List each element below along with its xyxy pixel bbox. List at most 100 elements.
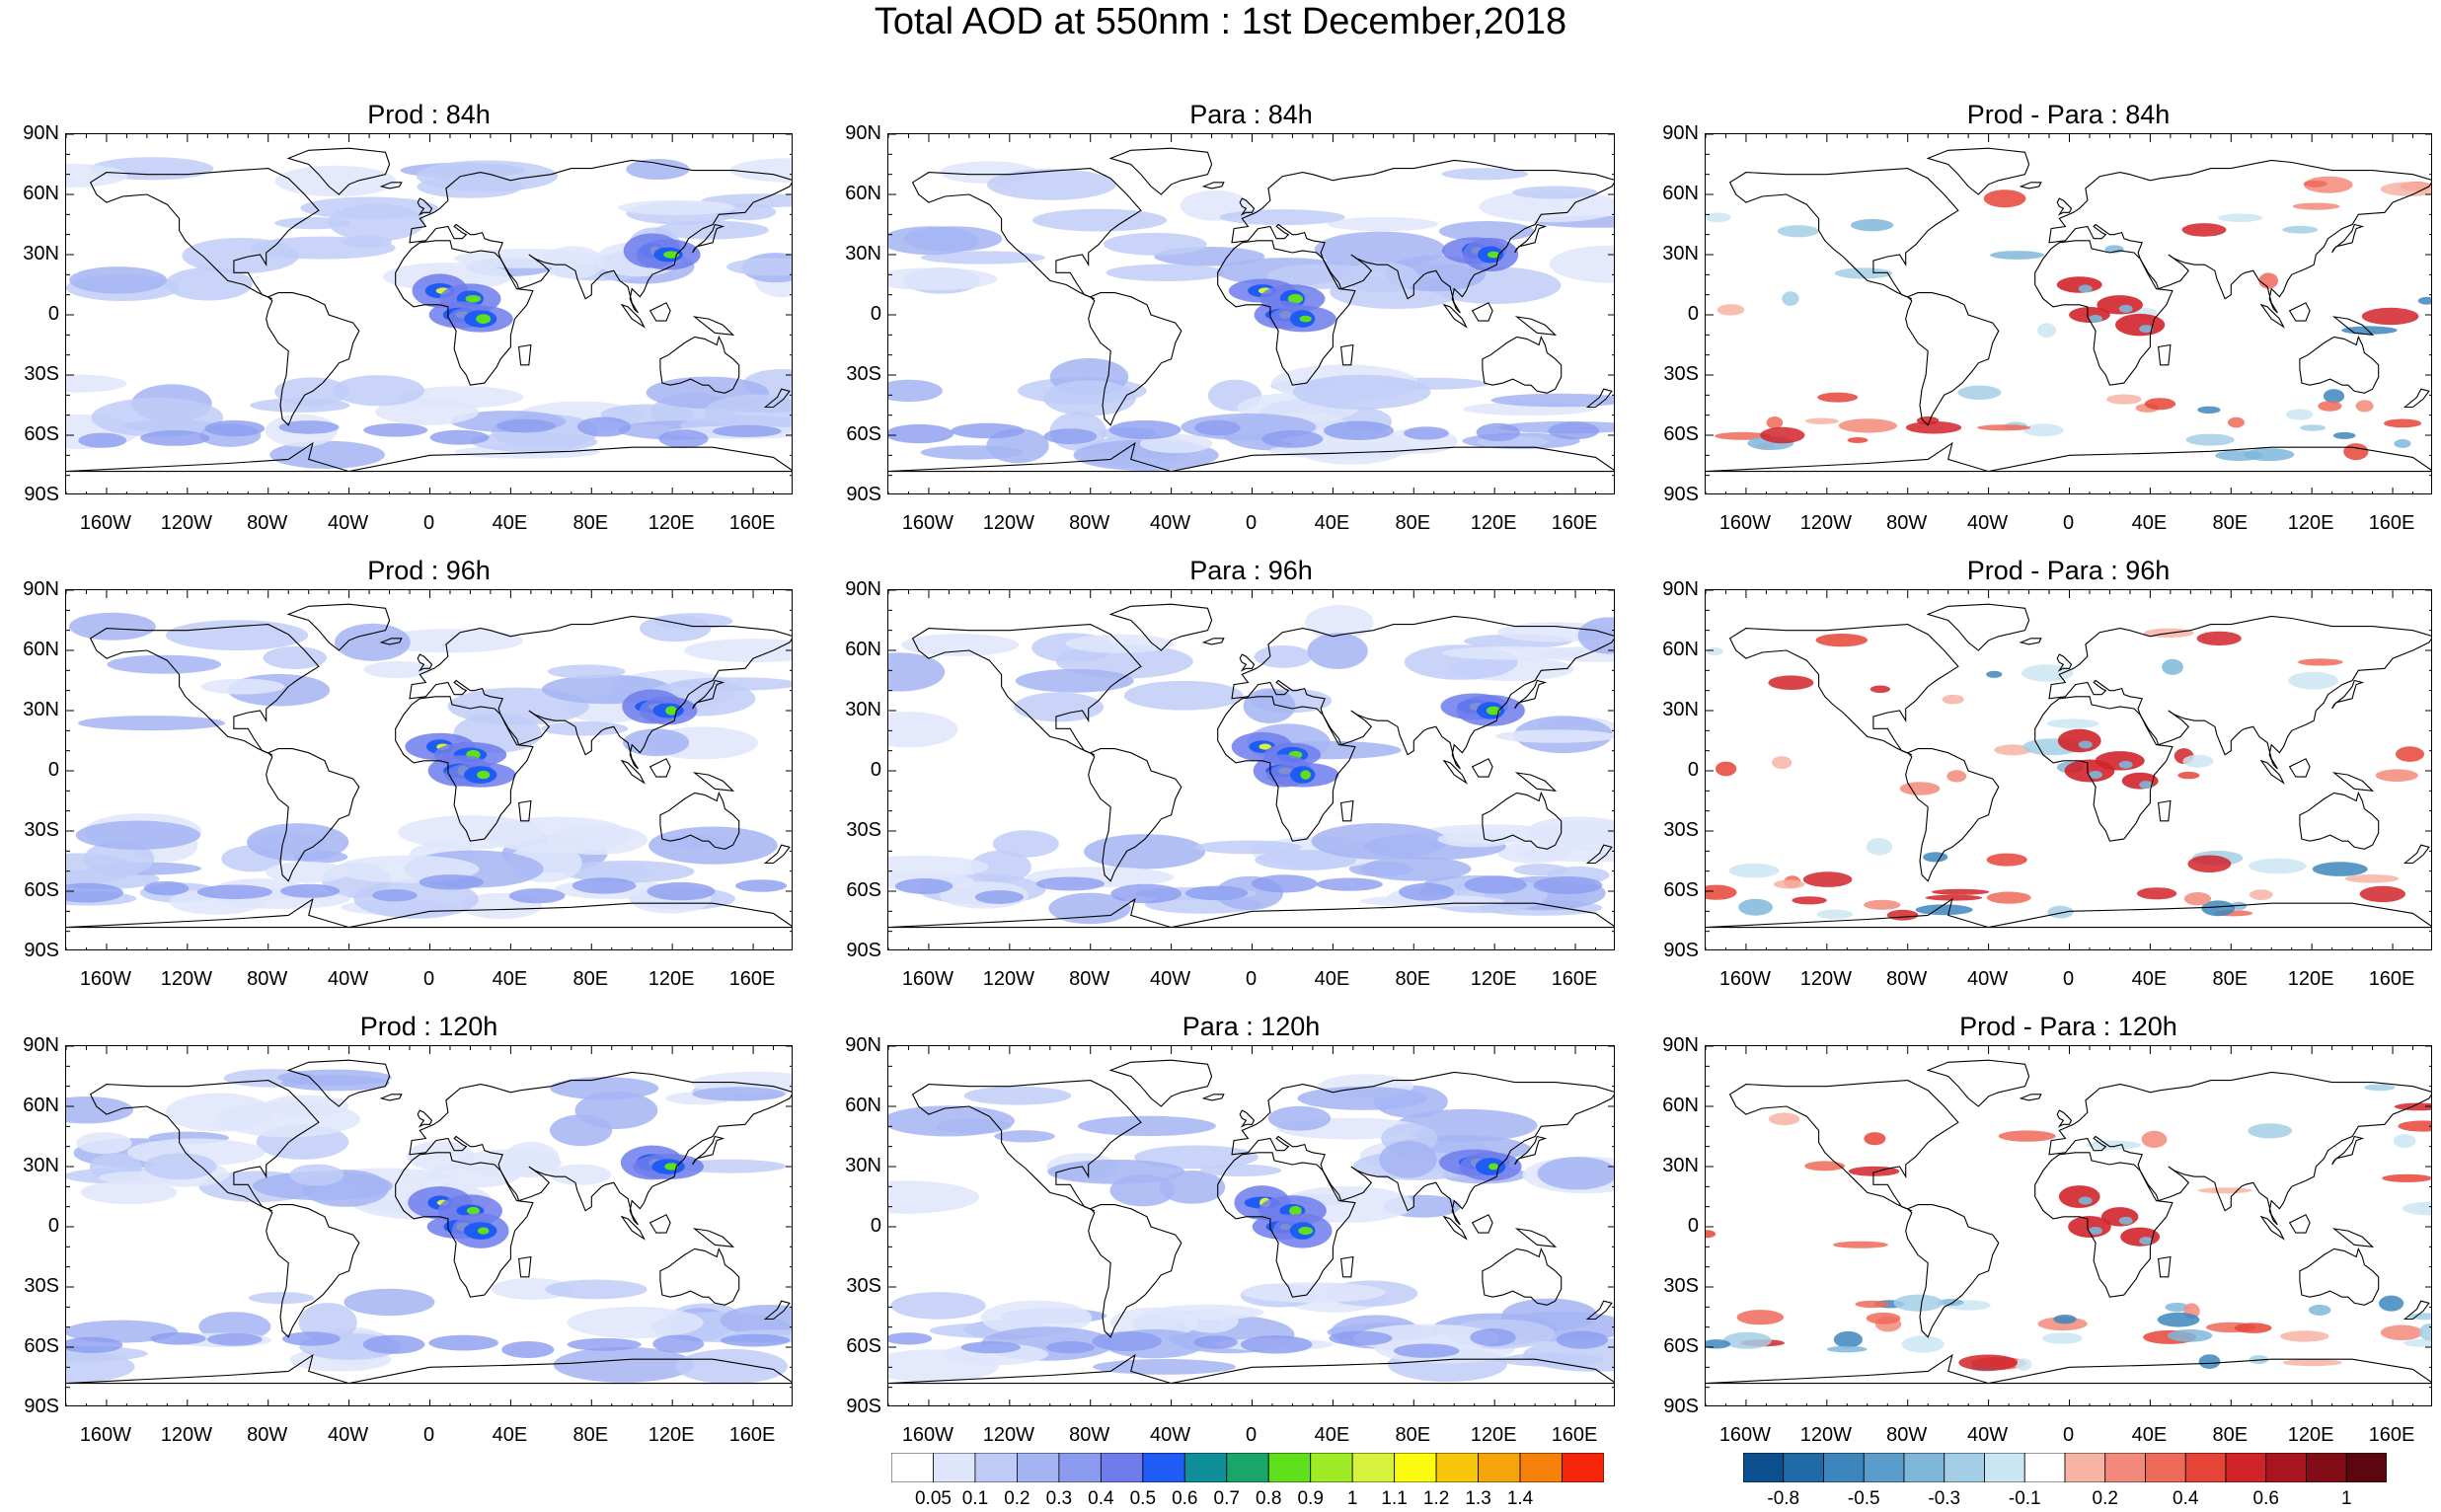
- positive-difference-patch: [1899, 782, 1941, 795]
- longitude-label: 160E: [2368, 968, 2415, 990]
- positive-difference-patch: [1916, 416, 1940, 425]
- coastline-12: [2157, 799, 2172, 822]
- coastline-7: [1514, 223, 1548, 254]
- panel-title: Prod : 96h: [367, 556, 491, 585]
- aod-patch: [980, 1300, 1093, 1336]
- aod-patch: [80, 1180, 178, 1205]
- negative-difference-patch: [2086, 1140, 2142, 1150]
- map-frame: [65, 1045, 793, 1406]
- positive-difference-patch: [2344, 874, 2400, 883]
- aod-patch: [263, 646, 327, 669]
- aod-swirl: [1324, 420, 1394, 440]
- negative-difference-patch: [1816, 909, 1854, 920]
- longitude-label: 0: [2062, 1424, 2075, 1446]
- positive-difference-patch: [1768, 675, 1814, 690]
- positive-difference-patch: [2197, 1187, 2252, 1194]
- colorbar-swatch: [1519, 1453, 1563, 1482]
- longitude-label: 120W: [1799, 512, 1852, 534]
- aod-swirl: [508, 888, 566, 904]
- latitude-label: 90N: [845, 1034, 881, 1056]
- longitude-label: 120W: [160, 968, 212, 990]
- aod-swirl: [1548, 421, 1600, 440]
- longitude-label: 80E: [1395, 1424, 1431, 1446]
- africa-difference-core: [2118, 1216, 2133, 1225]
- map-canvas: [66, 1046, 792, 1405]
- coastline-5: [1926, 603, 2030, 651]
- aod-patch: [1577, 617, 1614, 654]
- longitude-label: 160W: [901, 1424, 954, 1446]
- latitude-label: 90N: [1662, 122, 1699, 144]
- aod-swirl: [951, 422, 1025, 439]
- longitude-label: 40W: [1150, 512, 1191, 534]
- coastline-10: [1471, 758, 1493, 778]
- aod-swirl: [1110, 883, 1182, 904]
- coastline-2: [395, 696, 534, 842]
- coastline-13: [2019, 182, 2042, 189]
- longitude-label: 120E: [2287, 512, 2334, 534]
- aod-patch: [729, 158, 792, 183]
- coastline-13: [1201, 1094, 1225, 1101]
- map-panel: Prod : 84h 90N 60N 30N 0 30S 60S 90S 160W 120W 80W…: [0, 100, 812, 551]
- negative-difference-patch: [2162, 658, 2183, 675]
- aod-patch: [289, 1164, 344, 1186]
- aod-swirl: [658, 429, 709, 448]
- positive-difference-patch: [2136, 887, 2177, 900]
- latitude-label: 90S: [1663, 940, 1699, 961]
- aod-swirl: [1470, 1328, 1516, 1347]
- positive-difference-patch: [1998, 1130, 2056, 1142]
- coastline-11: [692, 772, 735, 793]
- coastline-0: [911, 168, 1142, 300]
- aod-swirl: [428, 1334, 499, 1351]
- coastline-1: [1088, 292, 1182, 426]
- coastline-3: [409, 159, 792, 314]
- latitude-label: 30N: [23, 699, 59, 720]
- colorbar-label: 1.3: [1465, 1488, 1491, 1509]
- latitude-label: 30N: [23, 1155, 59, 1176]
- longitude-label: 40W: [328, 1424, 369, 1446]
- longitude-label: 40W: [1967, 1424, 2009, 1446]
- positive-difference-patch: [2141, 1130, 2168, 1148]
- latitude-label: 90N: [1662, 578, 1699, 600]
- positive-difference-patch: [2298, 658, 2343, 666]
- positive-difference-patch: [1983, 189, 2026, 208]
- longitude-label: 80W: [1886, 512, 1928, 534]
- coastline-5: [1108, 603, 1213, 651]
- coastline-14: [2403, 844, 2430, 865]
- coastline-9: [1442, 759, 1468, 785]
- latitude-label: 60S: [1663, 423, 1699, 445]
- aod-patch: [77, 716, 226, 731]
- latitude-label: 60S: [24, 879, 59, 901]
- colorbar-label: 0.2: [2092, 1488, 2118, 1509]
- aod-swirl: [1043, 428, 1098, 444]
- positive-difference-patch: [1817, 392, 1859, 403]
- coastline-8: [417, 653, 433, 672]
- coastline-11: [2331, 1228, 2375, 1248]
- colorbar-swatch: [1903, 1453, 1945, 1482]
- negative-difference-patch: [2308, 1304, 2331, 1316]
- coastline-8: [2056, 1109, 2073, 1128]
- coastline-5: [286, 603, 391, 651]
- latitude-label: 30S: [1663, 819, 1699, 841]
- longitude-label: 80W: [247, 512, 288, 534]
- coastline-9: [1442, 1215, 1468, 1241]
- coastline-5: [1108, 147, 1213, 195]
- latitude-label: 30N: [1662, 1155, 1699, 1176]
- positive-difference-patch: [2258, 272, 2278, 289]
- aod-patch: [249, 1292, 315, 1305]
- coastline-3: [1231, 615, 1614, 770]
- map-canvas: [888, 1046, 1614, 1405]
- positive-difference-patch: [2384, 418, 2422, 428]
- positive-difference-patch: [2187, 855, 2232, 873]
- panel-title: Para : 120h: [1182, 1012, 1321, 1041]
- longitude-label: 80E: [1395, 512, 1431, 534]
- coastline-11: [692, 316, 735, 337]
- coastline-12: [1339, 343, 1354, 366]
- positive-difference-patch: [1768, 1112, 1800, 1126]
- aod-patch: [920, 445, 1024, 460]
- coastline-14: [763, 388, 791, 409]
- aod-patch: [675, 1159, 787, 1173]
- aod-patch: [66, 374, 127, 393]
- longitude-label: 40W: [1150, 968, 1191, 990]
- aod-swirl: [1261, 430, 1324, 448]
- aod-swirl: [1476, 422, 1520, 442]
